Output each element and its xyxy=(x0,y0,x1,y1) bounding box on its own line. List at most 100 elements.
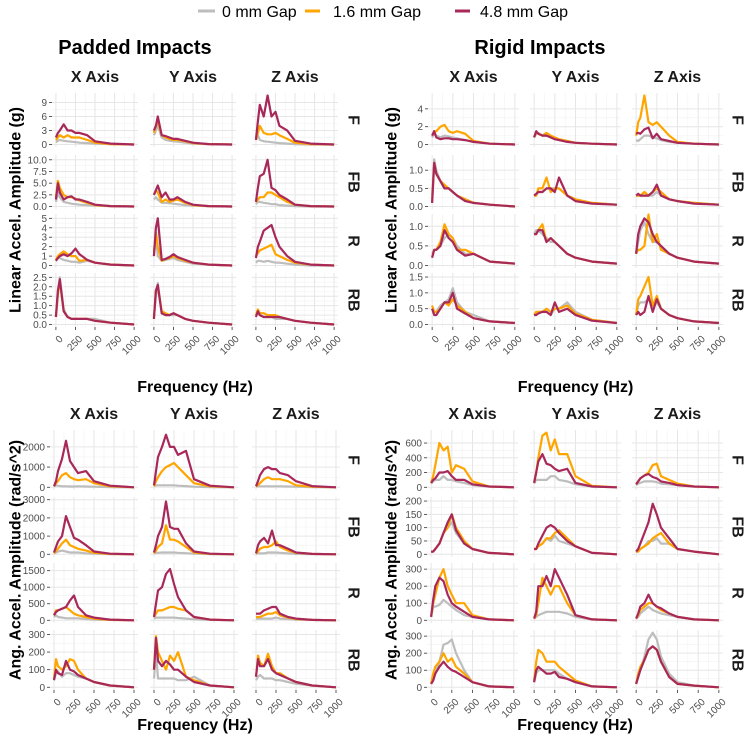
x-tick-label: 250 xyxy=(164,334,184,354)
series-line-4-8mm xyxy=(431,291,515,325)
series-line-4-8mm xyxy=(54,123,135,146)
x-tick-label: 250 xyxy=(443,334,463,354)
y-tick-label: 1.0 xyxy=(409,166,423,177)
series-line-4-8mm xyxy=(254,657,337,689)
column-header: X Axis xyxy=(71,69,119,86)
y-tick-label: 100 xyxy=(405,599,422,610)
panel-R-y-axis xyxy=(150,563,238,623)
column-header: Y Axis xyxy=(551,69,599,86)
row-strip-label: R xyxy=(345,235,362,247)
series-line-4-8mm xyxy=(152,115,233,146)
x-tick-label: 0 xyxy=(430,334,442,346)
series-line-4-8mm xyxy=(152,433,235,489)
panel-R-z-axis xyxy=(252,214,338,268)
panel-R-y-axis xyxy=(530,214,621,268)
panel-RB-z-axis xyxy=(252,273,338,327)
y-tick-label: 2.5 xyxy=(33,190,47,201)
y-tick-label: 1.0 xyxy=(409,288,423,299)
x-tick-label: 1000 xyxy=(603,334,627,358)
x-tick-label: 0 xyxy=(634,334,646,346)
legend-label-0mm: 0 mm Gap xyxy=(222,4,297,21)
y-tick-label: 0.0 xyxy=(409,202,423,213)
y-tick-label: 1500 xyxy=(23,566,46,577)
y-tick-label: 3 xyxy=(41,126,47,137)
row-strip-label: RB xyxy=(345,648,362,671)
panel-FB-z-axis xyxy=(252,497,340,557)
x-axis-title: Frequency (Hz) xyxy=(137,379,253,396)
series-line-4-8mm xyxy=(55,247,135,267)
series-line-4-8mm xyxy=(254,466,337,489)
row-strip-label: F xyxy=(729,115,746,125)
panel-RB-x-axis xyxy=(50,630,138,690)
column-header: Z Axis xyxy=(654,69,702,86)
y-tick-label: 0.0 xyxy=(33,202,47,213)
panel-R-z-axis xyxy=(632,563,723,623)
series-line-4-8mm xyxy=(54,278,135,326)
series-line-4-8mm xyxy=(52,659,135,689)
y-tick-label: 5 xyxy=(41,214,47,225)
x-tick-label: 500 xyxy=(463,697,483,717)
y-tick-label: 300 xyxy=(405,565,422,576)
column-header: X Axis xyxy=(70,406,118,423)
series-line-0mm xyxy=(533,610,617,622)
x-tick-label: 0 xyxy=(532,334,544,346)
series-line-1-6mm xyxy=(55,134,135,146)
x-tick-label: 250 xyxy=(164,697,184,717)
series-line-4-8mm xyxy=(152,567,235,622)
row-strip-label: FB xyxy=(729,171,746,192)
y-axis-title: Linear Accel. Amplitude (g) xyxy=(384,107,401,313)
series-line-4-8mm xyxy=(431,513,514,556)
series-line-4-8mm xyxy=(254,223,335,267)
x-tick-label: 250 xyxy=(545,334,565,354)
panel-F-y-axis xyxy=(530,430,621,490)
x-axis-title: Frequency (Hz) xyxy=(137,717,253,734)
y-tick-label: 500 xyxy=(28,599,45,610)
y-tick-label: 0 xyxy=(416,483,422,494)
y-axis-title: Linear Accel. Amplitude (g) xyxy=(8,107,25,313)
y-tick-label: 600 xyxy=(405,439,422,450)
x-tick-label: 0 xyxy=(634,697,646,709)
legend: 0 mm Gap 1.6 mm Gap 4.8 mm Gap xyxy=(198,4,568,21)
series-line-4-8mm xyxy=(430,660,514,689)
panel-RB-y-axis xyxy=(530,630,621,690)
series-line-0mm xyxy=(53,484,135,489)
y-tick-label: 0 xyxy=(41,261,47,272)
column-header: Z Axis xyxy=(272,406,320,423)
series-line-4-8mm xyxy=(635,183,719,206)
panel-F-z-axis xyxy=(252,93,338,147)
x-tick-label: 250 xyxy=(66,334,86,354)
x-tick-label: 250 xyxy=(647,334,667,354)
y-tick-label: 1.5 xyxy=(33,292,47,303)
y-tick-label: 100 xyxy=(405,523,422,534)
x-tick-label: 1000 xyxy=(705,697,729,721)
panel-FB-z-axis xyxy=(632,155,723,209)
panel-FB-x-axis xyxy=(50,497,138,557)
y-tick-label: 3 xyxy=(41,233,47,244)
y-tick-label: 100 xyxy=(405,666,422,677)
x-axis-title: Frequency (Hz) xyxy=(517,717,633,734)
panel-RB-z-axis xyxy=(632,273,723,327)
y-tick-label: 0.5 xyxy=(33,311,47,322)
y-tick-label: 1 xyxy=(41,252,47,263)
series-line-4-8mm xyxy=(534,229,617,265)
panel-RB-x-axis xyxy=(52,273,138,327)
x-tick-label: 250 xyxy=(266,697,286,717)
series-line-4-8mm xyxy=(254,94,335,146)
panel-FB-y-axis xyxy=(150,155,236,209)
panel-R-y-axis xyxy=(530,563,621,623)
panel-R-z-axis xyxy=(252,563,340,623)
series-line-4-8mm xyxy=(152,217,233,267)
panel-R-y-axis xyxy=(150,214,236,268)
facet-group-0: X Axis Y Axis Z Axis F FB R RB Linear Accel. Am… xyxy=(8,69,362,396)
column-header: X Axis xyxy=(448,406,496,423)
x-tick-label: 500 xyxy=(668,697,688,717)
y-tick-label: 0 xyxy=(416,683,422,694)
series-line-4-8mm xyxy=(254,310,335,326)
row-strip-label: FB xyxy=(345,171,362,192)
panel-RB-y-axis xyxy=(530,273,621,327)
series-line-1-6mm xyxy=(53,538,135,556)
series-line-4-8mm xyxy=(533,453,617,489)
x-tick-label: 0 xyxy=(52,697,64,709)
panel-FB-x-axis xyxy=(428,155,519,209)
y-tick-label: 400 xyxy=(405,453,422,464)
